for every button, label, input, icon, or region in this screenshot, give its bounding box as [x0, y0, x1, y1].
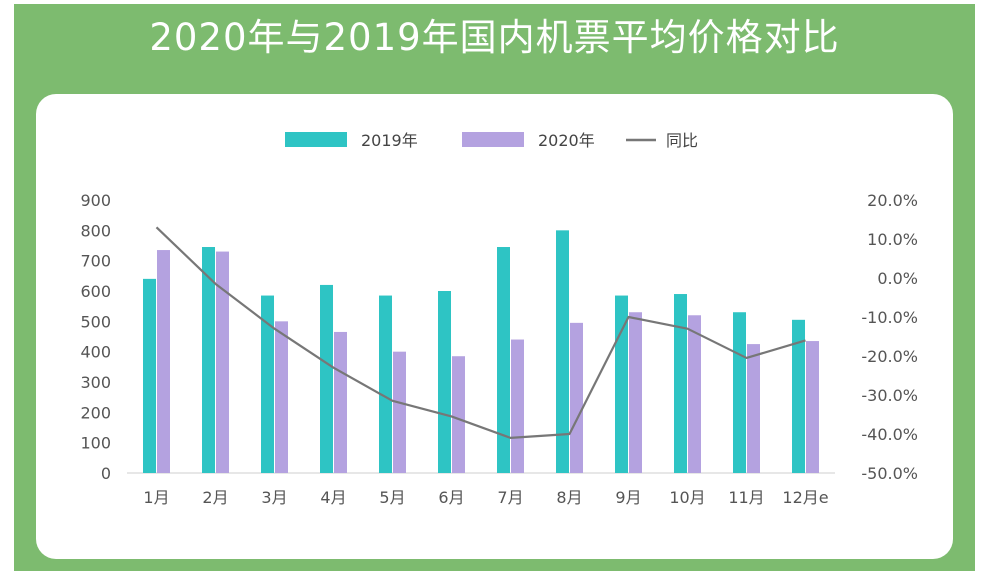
- bar-2019年: [320, 284, 333, 473]
- bar-2020年: [452, 356, 465, 473]
- bar-2019年: [615, 295, 628, 473]
- bar-2020年: [157, 250, 170, 473]
- x-tick-label: 4月: [320, 488, 346, 507]
- x-tick-label: 8月: [556, 488, 582, 507]
- legend-swatch: [285, 132, 347, 147]
- bar-2019年: [733, 312, 746, 473]
- bar-2020年: [629, 312, 642, 473]
- x-tick-label: 11月: [728, 488, 764, 507]
- legend: 2019年 2020年 同比: [285, 131, 698, 150]
- legend-swatch: [462, 132, 524, 147]
- y-left-tick-label: 0: [101, 464, 111, 483]
- bar-2020年: [216, 251, 229, 473]
- bar-2019年: [556, 230, 569, 473]
- bar-2020年: [688, 315, 701, 473]
- bar-2019年: [379, 295, 392, 473]
- y-right-tick-label: -10.0%: [861, 308, 918, 327]
- bar-2020年: [511, 339, 524, 473]
- bar-2019年: [792, 319, 805, 473]
- legend-label: 2019年: [361, 131, 418, 150]
- y-right-tick-label: -30.0%: [861, 386, 918, 405]
- bar-2019年: [202, 247, 215, 473]
- yoy-line: [155, 226, 806, 439]
- y-left-tick-label: 500: [80, 312, 111, 331]
- y-right-tick-label: -50.0%: [861, 464, 918, 483]
- bar-2020年: [806, 341, 819, 473]
- y-axis-right: -50.0% -40.0% -30.0% -20.0% -10.0% 0.0% 10.0% 2…: [861, 191, 918, 483]
- y-left-tick-label: 800: [80, 221, 111, 240]
- x-tick-label: 12月e: [782, 488, 828, 507]
- y-right-tick-label: 20.0%: [867, 191, 918, 210]
- x-tick-label: 7月: [497, 488, 523, 507]
- x-axis: 1月 2月 3月 4月 5月 6月 7月 8月 9月 10月 11月 12月e: [127, 472, 835, 507]
- bar-2019年: [261, 295, 274, 473]
- y-left-tick-label: 200: [80, 403, 111, 422]
- x-tick-label: 9月: [615, 488, 641, 507]
- bar-2020年: [393, 351, 406, 473]
- x-tick-label: 10月: [669, 488, 705, 507]
- y-right-tick-label: -40.0%: [861, 425, 918, 444]
- page-title: 2020年与2019年国内机票平均价格对比: [149, 16, 840, 59]
- bar-2019年: [438, 291, 451, 473]
- y-left-tick-label: 700: [80, 252, 111, 271]
- x-tick-label: 2月: [202, 488, 228, 507]
- legend-label: 同比: [666, 131, 698, 150]
- y-left-tick-label: 600: [80, 282, 111, 301]
- y-left-tick-label: 100: [80, 434, 111, 453]
- bar-2019年: [497, 247, 510, 473]
- x-tick-label: 5月: [379, 488, 405, 507]
- x-tick-label: 3月: [261, 488, 287, 507]
- yoy-line-path: [155, 226, 806, 439]
- bars: [143, 230, 819, 473]
- bar-2019年: [674, 294, 687, 473]
- legend-label: 2020年: [538, 131, 595, 150]
- bar-2020年: [275, 321, 288, 473]
- y-left-tick-label: 400: [80, 343, 111, 362]
- y-axis-left: 0 100 200 300 400 500 600 700 800 900: [80, 191, 111, 483]
- y-left-tick-label: 300: [80, 373, 111, 392]
- y-right-tick-label: 10.0%: [867, 230, 918, 249]
- bar-2020年: [334, 331, 347, 473]
- x-tick-label: 1月: [143, 488, 169, 507]
- y-right-tick-label: -20.0%: [861, 347, 918, 366]
- bar-2019年: [143, 278, 156, 473]
- bar-2020年: [570, 322, 583, 473]
- y-right-tick-label: 0.0%: [877, 269, 918, 288]
- bar-2020年: [747, 344, 760, 473]
- x-tick-label: 6月: [438, 488, 464, 507]
- y-left-tick-label: 900: [80, 191, 111, 210]
